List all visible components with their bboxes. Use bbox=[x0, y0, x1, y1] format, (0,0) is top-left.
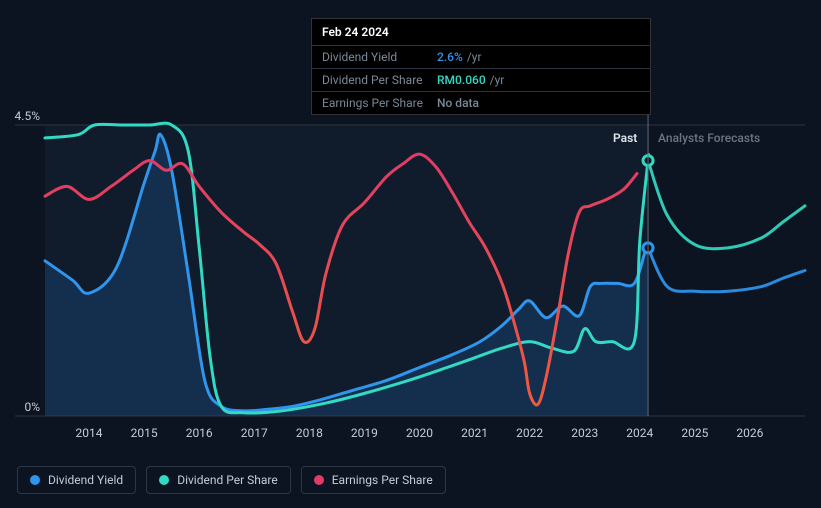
y-axis-tick: 0% bbox=[10, 400, 40, 414]
x-axis-tick: 2016 bbox=[186, 426, 213, 440]
x-axis-tick: 2020 bbox=[406, 426, 433, 440]
tooltip-row: Earnings Per ShareNo data bbox=[312, 92, 650, 114]
x-axis-tick: 2021 bbox=[461, 426, 488, 440]
tooltip-label: Dividend Yield bbox=[322, 50, 437, 64]
chart-tooltip: Feb 24 2024 Dividend Yield2.6%/yrDividen… bbox=[311, 18, 651, 115]
x-axis-tick: 2022 bbox=[516, 426, 543, 440]
tooltip-unit: /yr bbox=[467, 50, 482, 64]
x-axis-tick: 2015 bbox=[131, 426, 158, 440]
tooltip-label: Dividend Per Share bbox=[322, 73, 437, 87]
legend-label: Dividend Yield bbox=[48, 473, 123, 487]
tooltip-value: 2.6% bbox=[437, 50, 463, 64]
tooltip-value: RM0.060 bbox=[437, 73, 486, 87]
chart-legend: Dividend Yield Dividend Per Share Earnings… bbox=[17, 466, 446, 494]
legend-item[interactable]: Earnings Per Share bbox=[301, 466, 446, 494]
tooltip-date: Feb 24 2024 bbox=[312, 19, 650, 46]
x-axis-tick: 2024 bbox=[626, 426, 653, 440]
tooltip-row: Dividend Yield2.6% /yr bbox=[312, 46, 650, 69]
legend-label: Earnings Per Share bbox=[332, 473, 433, 487]
x-axis-tick: 2019 bbox=[351, 426, 378, 440]
legend-item[interactable]: Dividend Yield bbox=[17, 466, 136, 494]
forecast-section-label: Analysts Forecasts bbox=[658, 131, 760, 145]
legend-dot-icon bbox=[159, 475, 169, 485]
legend-item[interactable]: Dividend Per Share bbox=[146, 466, 291, 494]
tooltip-value: No data bbox=[437, 96, 479, 110]
x-axis-tick: 2014 bbox=[76, 426, 103, 440]
tooltip-unit: /yr bbox=[490, 73, 505, 87]
tooltip-label: Earnings Per Share bbox=[322, 96, 437, 110]
x-axis-tick: 2017 bbox=[241, 426, 268, 440]
past-section-label: Past bbox=[613, 131, 637, 145]
x-axis-tick: 2026 bbox=[736, 426, 763, 440]
y-axis-tick: 4.5% bbox=[10, 109, 40, 123]
x-axis-tick: 2025 bbox=[681, 426, 708, 440]
x-axis-tick: 2023 bbox=[571, 426, 598, 440]
legend-label: Dividend Per Share bbox=[177, 473, 278, 487]
legend-dot-icon bbox=[314, 475, 324, 485]
x-axis-tick: 2018 bbox=[296, 426, 323, 440]
tooltip-row: Dividend Per ShareRM0.060/yr bbox=[312, 69, 650, 92]
legend-dot-icon bbox=[30, 475, 40, 485]
